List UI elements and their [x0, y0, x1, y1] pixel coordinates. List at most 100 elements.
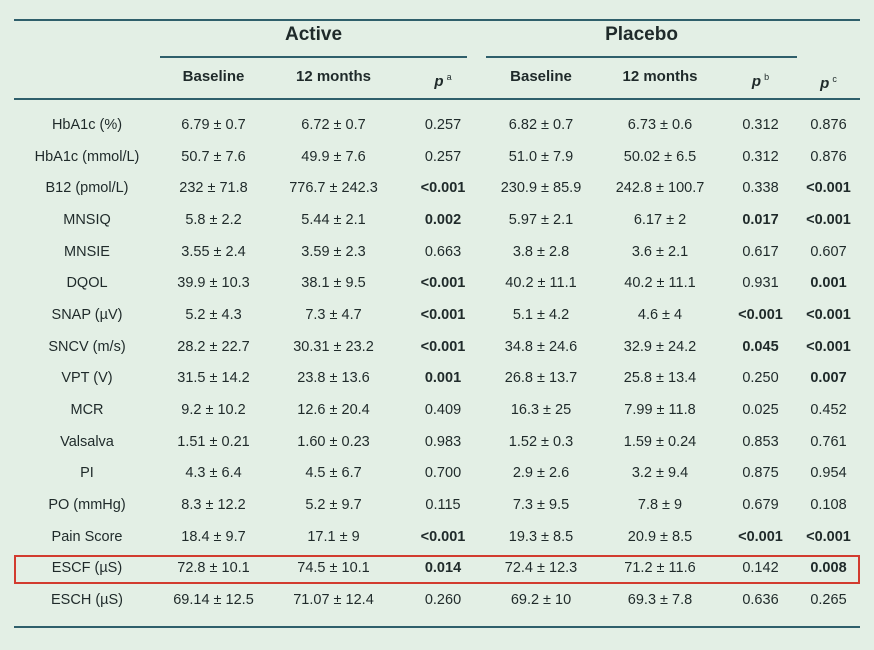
col-header-placebo-baseline: Baseline	[510, 68, 572, 85]
p-b-cell: 0.679	[742, 497, 779, 514]
p-a-cell: 0.257	[424, 148, 462, 165]
p-symbol: p	[751, 73, 762, 90]
active-12-months-cell: 71.07 ± 12.4	[293, 592, 374, 609]
row-label: PI	[80, 465, 94, 482]
p-a-cell: 0.014	[424, 560, 462, 577]
table-row: SNCV (m/s) 28.2 ± 22.7 30.31 ± 23.2 <0.001 3…	[14, 331, 860, 363]
placebo-12-months-cell: 6.73 ± 0.6	[627, 116, 693, 133]
p-a-cell: <0.001	[420, 528, 466, 545]
group-rule-active	[160, 56, 467, 58]
table-row: HbA1c (%) 6.79 ± 0.7 6.72 ± 0.7 0.257 6.82 ±…	[14, 109, 860, 141]
active-baseline-cell: 50.7 ± 7.6	[181, 148, 246, 165]
p-c-cell: <0.001	[806, 180, 851, 197]
p-c-cell: 0.007	[810, 370, 847, 387]
p-a-cell: 0.002	[424, 211, 462, 228]
p-b-cell: 0.617	[742, 243, 779, 260]
row-label: MNSIQ	[63, 211, 111, 228]
header-rule	[14, 98, 860, 100]
p-a-cell: 0.663	[424, 243, 462, 260]
p-b-cell: 0.025	[742, 402, 779, 419]
active-12-months-cell: 49.9 ± 7.6	[301, 148, 366, 165]
row-label: Pain Score	[51, 528, 123, 545]
placebo-baseline-cell: 230.9 ± 85.9	[500, 180, 582, 197]
p-c-cell: 0.876	[810, 148, 847, 165]
table-row: ESCH (µS) 69.14 ± 12.5 71.07 ± 12.4 0.260 69…	[14, 584, 860, 616]
active-12-months-cell: 38.1 ± 9.5	[301, 275, 366, 292]
p-symbol: p	[820, 75, 830, 92]
row-label: MNSIE	[64, 243, 110, 260]
placebo-baseline-cell: 16.3 ± 25	[510, 402, 572, 419]
p-a-cell: <0.001	[420, 306, 466, 323]
col-header-placebo-12-months: 12 months	[622, 68, 698, 85]
p-superscript: c	[832, 74, 837, 84]
table-row: PI 4.3 ± 6.4 4.5 ± 6.7 0.700 2.9 ± 2.6 3.2 ± …	[14, 458, 860, 490]
placebo-baseline-cell: 34.8 ± 24.6	[504, 338, 578, 355]
p-b-cell: 0.338	[742, 180, 779, 197]
placebo-baseline-cell: 72.4 ± 12.3	[504, 560, 578, 577]
table-row: HbA1c (mmol/L) 50.7 ± 7.6 49.9 ± 7.6 0.257 5…	[14, 141, 860, 173]
active-baseline-cell: 28.2 ± 22.7	[177, 338, 250, 355]
row-label: SNAP (µV)	[51, 306, 123, 323]
table-row: PO (mmHg) 8.3 ± 12.2 5.2 ± 9.7 0.115 7.3 ± 9…	[14, 489, 860, 521]
placebo-baseline-cell: 1.52 ± 0.3	[508, 433, 574, 450]
placebo-baseline-cell: 6.82 ± 0.7	[508, 116, 574, 133]
active-12-months-cell: 5.2 ± 9.7	[305, 497, 362, 514]
placebo-12-months-cell: 242.8 ± 100.7	[615, 180, 705, 197]
placebo-12-months-cell: 3.6 ± 2.1	[631, 243, 689, 260]
placebo-baseline-cell: 7.3 ± 9.5	[512, 497, 570, 514]
p-b-cell: <0.001	[738, 528, 783, 545]
p-b-cell: <0.001	[738, 306, 783, 323]
placebo-baseline-cell: 51.0 ± 7.9	[508, 148, 574, 165]
placebo-baseline-cell: 40.2 ± 11.1	[505, 275, 577, 292]
p-superscript: b	[764, 72, 770, 82]
highlight-box-escf	[14, 555, 860, 584]
placebo-baseline-cell: 69.2 ± 10	[510, 592, 572, 609]
p-b-cell: 0.017	[742, 211, 779, 228]
row-label: VPT (V)	[61, 370, 113, 387]
p-a-cell: <0.001	[420, 180, 466, 197]
p-a-cell: <0.001	[420, 338, 466, 355]
p-c-cell: <0.001	[806, 211, 851, 228]
p-c-cell: 0.108	[810, 497, 847, 514]
active-baseline-cell: 3.55 ± 2.4	[181, 243, 246, 260]
group-label-placebo: Placebo	[605, 24, 678, 45]
p-symbol: p	[434, 73, 444, 90]
p-b-cell: 0.142	[742, 560, 779, 577]
p-b-cell: 0.636	[742, 592, 779, 609]
p-c-cell: 0.607	[810, 243, 847, 260]
placebo-12-months-cell: 40.2 ± 11.1	[624, 275, 696, 292]
row-label: Valsalva	[60, 433, 114, 450]
group-label-active: Active	[284, 24, 343, 45]
col-header-active-12-months: 12 months	[295, 68, 371, 85]
placebo-baseline-cell: 3.8 ± 2.8	[512, 243, 570, 260]
active-baseline-cell: 18.4 ± 9.7	[181, 528, 246, 545]
table-row: Valsalva 1.51 ± 0.21 1.60 ± 0.23 0.983 1.52 …	[14, 426, 860, 458]
p-c-cell: 0.265	[810, 592, 847, 609]
active-12-months-cell: 4.5 ± 6.7	[305, 465, 362, 482]
p-c-cell: 0.876	[810, 116, 847, 133]
p-c-cell: <0.001	[806, 528, 851, 545]
placebo-baseline-cell: 5.1 ± 4.2	[512, 306, 570, 323]
group-rule-placebo	[486, 56, 797, 58]
active-baseline-cell: 31.5 ± 14.2	[177, 370, 250, 387]
placebo-12-months-cell: 25.8 ± 13.4	[623, 370, 697, 387]
placebo-12-months-cell: 69.3 ± 7.8	[627, 592, 693, 609]
active-baseline-cell: 5.8 ± 2.2	[185, 211, 242, 228]
active-baseline-cell: 5.2 ± 4.3	[185, 306, 242, 323]
active-12-months-cell: 7.3 ± 4.7	[305, 306, 362, 323]
p-b-cell: 0.312	[742, 116, 779, 133]
p-a-cell: 0.983	[424, 433, 462, 450]
active-12-months-cell: 5.44 ± 2.1	[301, 211, 366, 228]
p-a-cell: 0.260	[424, 592, 462, 609]
table-row: VPT (V) 31.5 ± 14.2 23.8 ± 13.6 0.001 26.8 ±…	[14, 363, 860, 395]
placebo-12-months-cell: 20.9 ± 8.5	[627, 528, 693, 545]
p-superscript: a	[446, 72, 452, 82]
placebo-12-months-cell: 6.17 ± 2	[633, 211, 687, 228]
col-header-active-baseline: Baseline	[182, 68, 245, 85]
row-label: HbA1c (mmol/L)	[34, 148, 140, 165]
placebo-12-months-cell: 32.9 ± 24.2	[623, 338, 697, 355]
p-c-cell: 0.001	[810, 275, 847, 292]
active-baseline-cell: 39.9 ± 10.3	[177, 275, 250, 292]
p-a-cell: 0.001	[424, 370, 462, 387]
